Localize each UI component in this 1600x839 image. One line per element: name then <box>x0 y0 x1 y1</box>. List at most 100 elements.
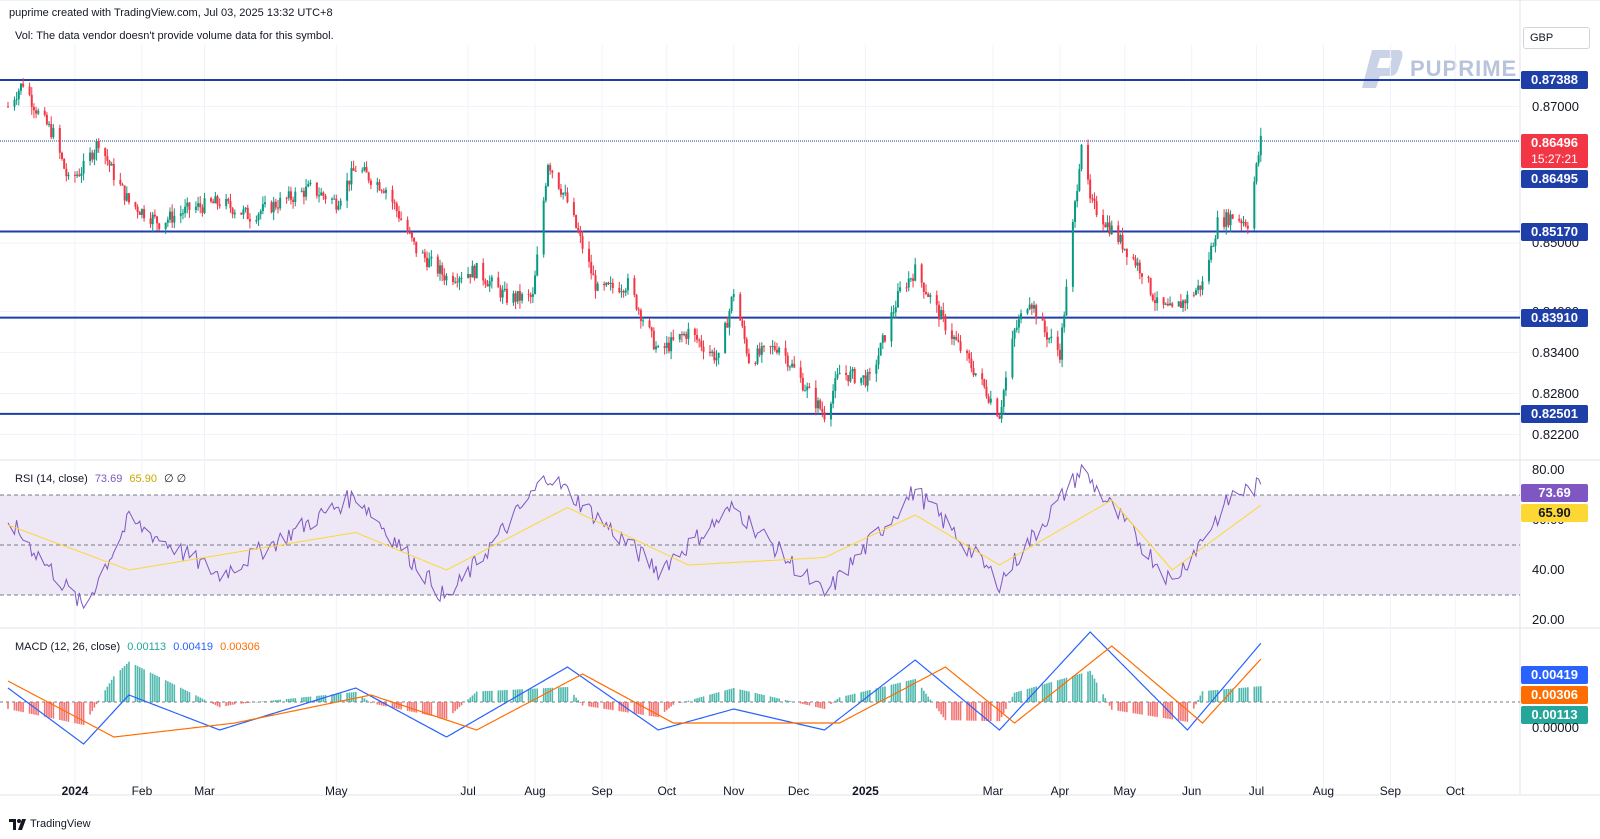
macd-histogram-bar <box>15 702 18 711</box>
macd-histogram-bar <box>1063 678 1066 702</box>
macd-histogram-bar <box>290 698 292 702</box>
candle-body <box>294 191 297 202</box>
macd-histogram-bar <box>953 702 955 721</box>
macd-histogram-bar <box>303 697 305 702</box>
candle-body <box>1050 336 1053 339</box>
macd-histogram-bar <box>698 697 700 702</box>
candle-body <box>821 408 824 413</box>
candle-body <box>37 110 40 114</box>
macd-histogram-bar <box>590 702 592 707</box>
macd-histogram-bar <box>59 702 61 720</box>
candle-body <box>851 368 854 372</box>
macd-histogram-bar <box>452 702 454 714</box>
candle-body <box>937 304 940 320</box>
candle-body <box>950 330 953 339</box>
candle-body <box>1195 290 1197 295</box>
macd-histogram-bar <box>869 690 871 702</box>
macd-histogram-bar <box>1141 702 1143 715</box>
macd-histogram-bar <box>534 688 536 702</box>
macd-histogram-bar <box>339 693 342 702</box>
macd-histogram-bar <box>1011 696 1014 702</box>
candle-body <box>763 346 765 348</box>
macd-histogram-bar <box>756 693 759 702</box>
candle-body <box>395 203 398 211</box>
candle-body <box>562 192 565 195</box>
macd-histogram-bar <box>1223 689 1225 702</box>
macd-histogram-bar <box>532 688 534 702</box>
macd-histogram-bar <box>106 686 109 702</box>
macd-histogram-bar <box>119 670 122 702</box>
macd-histogram-bar <box>527 688 530 702</box>
macd-histogram-bar <box>173 684 176 702</box>
price-axis-label: 0.82800 <box>1532 385 1579 401</box>
macd-histogram-bar <box>134 665 137 702</box>
candle-body <box>892 312 895 314</box>
macd-histogram-bar <box>413 702 415 713</box>
macd-histogram-bar <box>920 687 923 702</box>
candle-body <box>989 398 992 403</box>
candle-body <box>1225 212 1228 227</box>
macd-histogram-bar <box>910 680 912 702</box>
candle-body <box>1004 377 1007 391</box>
candle-body <box>436 256 439 274</box>
macd-histogram-bar <box>262 701 264 702</box>
candle-body <box>1242 221 1245 224</box>
candle-body <box>896 291 899 308</box>
candle-body <box>497 277 500 288</box>
candle-body <box>348 180 351 185</box>
candle-body <box>287 191 290 198</box>
macd-histogram-bar <box>1121 702 1124 712</box>
macd-histogram-bar <box>761 694 763 702</box>
candle-body <box>58 128 61 153</box>
candle-body <box>210 198 213 202</box>
candle-body <box>1017 319 1020 328</box>
currency-selector[interactable]: GBP <box>1523 27 1590 49</box>
macd-histogram-bar <box>732 688 735 702</box>
macd-histogram-bar <box>354 691 357 702</box>
candle-body <box>637 309 640 311</box>
macd-histogram-bar <box>195 695 197 702</box>
candle-body <box>912 278 915 281</box>
macd-histogram-bar <box>957 702 960 721</box>
candle-body <box>739 294 742 321</box>
candle-body <box>672 337 675 340</box>
candle-body <box>786 355 789 367</box>
macd-histogram-bar <box>940 702 942 715</box>
candle-body <box>1192 294 1195 296</box>
candle-body <box>361 170 364 172</box>
macd-histogram-bar <box>234 702 236 705</box>
candle-body <box>609 282 612 285</box>
macd-histogram-bar <box>363 698 366 702</box>
candle-body <box>1186 294 1189 304</box>
candle-body <box>503 288 506 291</box>
macd-histogram-bar <box>633 702 636 714</box>
macd-histogram-bar <box>832 702 834 703</box>
macd-histogram-bar <box>456 702 459 710</box>
candle-body <box>1045 332 1048 340</box>
macd-histogram-bar <box>1257 686 1260 702</box>
time-axis-label: Apr <box>1050 784 1070 798</box>
candle-body <box>611 282 614 289</box>
candle-body <box>1138 262 1141 274</box>
candle-body <box>1061 327 1064 360</box>
macd-histogram-bar <box>588 702 590 707</box>
macd-histogram-bar <box>769 696 772 702</box>
candle-body <box>156 216 159 224</box>
candle-body <box>853 368 856 383</box>
macd-histogram-bar <box>1033 687 1035 702</box>
candle-body <box>63 158 66 169</box>
candle-body <box>78 174 81 176</box>
candle-body <box>233 212 236 215</box>
candle-body <box>713 351 716 361</box>
candle-body <box>76 174 79 176</box>
candle-body <box>354 170 357 172</box>
candle-body <box>242 209 245 215</box>
rsi-axis-label: 80.00 <box>1532 462 1565 477</box>
macd-histogram-bar <box>411 702 413 712</box>
macd-histogram-bar <box>562 687 564 702</box>
macd-histogram-bar <box>501 690 504 702</box>
macd-histogram-bar <box>214 702 217 706</box>
macd-histogram-bar <box>860 692 862 702</box>
candle-body <box>657 346 660 348</box>
